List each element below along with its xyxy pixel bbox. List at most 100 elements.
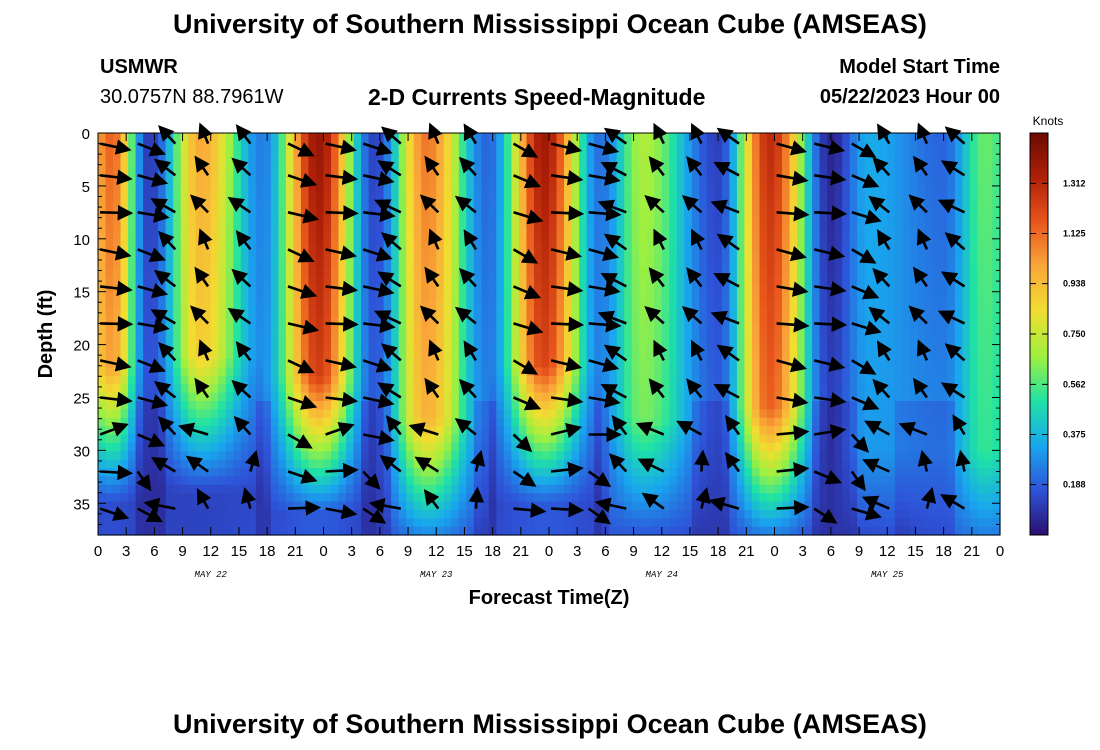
heatmap-cell	[458, 241, 467, 251]
heatmap-cell	[789, 367, 798, 377]
heatmap-cell	[744, 241, 753, 251]
heatmap-cell	[564, 225, 573, 235]
heatmap-cell	[293, 166, 302, 176]
heatmap-cell	[158, 258, 167, 268]
heatmap-cell	[458, 133, 467, 142]
heatmap-cell	[533, 200, 543, 209]
heatmap-cell	[308, 518, 317, 528]
heatmap-cell	[759, 342, 768, 352]
heatmap-cell	[436, 241, 445, 251]
heatmap-cell	[315, 158, 325, 168]
heatmap-cell	[639, 325, 648, 335]
heatmap-cell	[270, 468, 279, 477]
heatmap-cell	[669, 509, 678, 519]
heatmap-cell	[721, 225, 730, 235]
heatmap-cell	[263, 476, 272, 486]
heatmap-cell	[541, 384, 550, 394]
heatmap-cell	[624, 275, 633, 285]
heatmap-cell	[98, 158, 107, 168]
heatmap-cell	[488, 233, 497, 243]
heatmap-cell	[361, 200, 370, 209]
heatmap-cell	[443, 384, 452, 394]
heatmap-cell	[729, 308, 738, 318]
heatmap-cell	[255, 317, 264, 327]
heatmap-cell	[308, 384, 317, 394]
heatmap-cell	[203, 283, 212, 293]
heatmap-cell	[729, 518, 738, 528]
heatmap-cell	[624, 208, 633, 218]
heatmap-cell	[428, 241, 437, 251]
heatmap-cell	[759, 484, 768, 494]
heatmap-cell	[406, 409, 415, 419]
heatmap-cell	[361, 317, 370, 327]
heatmap-cell	[233, 367, 242, 377]
heatmap-cell	[466, 442, 475, 452]
heatmap-cell	[744, 191, 753, 201]
heatmap-cell	[804, 258, 813, 268]
heatmap-cell	[338, 375, 347, 385]
heatmap-cell	[248, 518, 257, 528]
heatmap-cell	[774, 334, 783, 343]
heatmap-cell	[428, 250, 437, 260]
heatmap-cell	[135, 367, 144, 377]
heatmap-cell	[398, 208, 407, 218]
heatmap-cell	[549, 308, 558, 318]
heatmap-cell	[158, 476, 167, 486]
heatmap-cell	[173, 250, 182, 260]
heatmap-cell	[669, 325, 678, 335]
heatmap-cell	[135, 308, 144, 318]
heatmap-cell	[436, 509, 445, 519]
heatmap-cell	[766, 133, 776, 142]
heatmap-cell	[278, 225, 287, 235]
heatmap-cell	[376, 426, 385, 436]
heatmap-cell	[676, 216, 685, 226]
heatmap-cell	[165, 518, 174, 528]
heatmap-cell	[128, 275, 137, 285]
heatmap-cell	[421, 325, 430, 335]
heatmap-cell	[721, 283, 730, 293]
heatmap-cell	[293, 225, 302, 235]
heatmap-cell	[571, 526, 580, 536]
heatmap-cell	[113, 267, 122, 276]
heatmap-cell	[368, 258, 377, 268]
heatmap-cell	[458, 501, 467, 511]
heatmap-cell	[278, 459, 287, 469]
heatmap-cell	[255, 501, 264, 511]
heatmap-cell	[428, 149, 437, 159]
heatmap-cell	[819, 434, 828, 444]
heatmap-cell	[857, 518, 866, 528]
heatmap-cell	[654, 174, 663, 184]
heatmap-cell	[511, 442, 520, 452]
heatmap-cell	[218, 208, 227, 218]
heatmap-cell	[113, 292, 122, 302]
heatmap-cell	[458, 459, 467, 469]
heatmap-cell	[571, 292, 580, 302]
heatmap-cell	[128, 166, 137, 176]
heatmap-cell	[624, 434, 633, 444]
heatmap-cell	[270, 233, 279, 243]
heatmap-cell	[579, 468, 588, 477]
heatmap-cell	[383, 468, 392, 477]
heatmap-cell	[353, 267, 362, 276]
heatmap-cell	[646, 166, 655, 176]
heatmap-cell	[624, 174, 633, 184]
heatmap-cell	[661, 417, 670, 427]
heatmap-cell	[300, 375, 310, 385]
heatmap-cell	[676, 434, 685, 444]
heatmap-cell	[706, 258, 715, 268]
heatmap-cell	[631, 384, 640, 394]
heatmap-cell	[346, 434, 355, 444]
heatmap-cell	[398, 509, 407, 519]
heatmap-cell	[331, 325, 340, 335]
heatmap-cell	[759, 417, 768, 427]
heatmap-cell	[872, 451, 881, 461]
heatmap-cell	[428, 208, 437, 218]
heatmap-cell	[113, 158, 122, 168]
heatmap-cell	[293, 468, 302, 477]
heatmap-cell	[285, 191, 295, 201]
heatmap-cell	[368, 434, 377, 444]
heatmap-cell	[744, 426, 753, 436]
heatmap-cell	[872, 518, 881, 528]
heatmap-cell	[361, 484, 370, 494]
heatmap-cell	[766, 334, 776, 343]
